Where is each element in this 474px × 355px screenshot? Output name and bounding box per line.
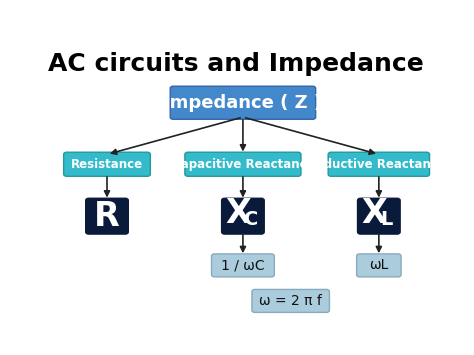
FancyBboxPatch shape — [222, 198, 264, 234]
Text: Resistance: Resistance — [71, 158, 143, 171]
FancyBboxPatch shape — [356, 254, 401, 277]
FancyBboxPatch shape — [64, 152, 150, 176]
FancyBboxPatch shape — [357, 198, 400, 234]
Text: X: X — [361, 197, 387, 230]
Text: R: R — [94, 200, 120, 233]
FancyBboxPatch shape — [211, 254, 274, 277]
Text: Impedance ( Z ): Impedance ( Z ) — [164, 94, 322, 112]
Text: Capacitive Reactance: Capacitive Reactance — [172, 158, 314, 171]
FancyBboxPatch shape — [252, 289, 329, 312]
Text: 1 / ωC: 1 / ωC — [221, 258, 265, 272]
FancyBboxPatch shape — [328, 152, 429, 176]
Text: Inductive Reactance: Inductive Reactance — [311, 158, 447, 171]
FancyBboxPatch shape — [185, 152, 301, 176]
FancyBboxPatch shape — [86, 198, 128, 234]
Text: C: C — [244, 210, 258, 229]
Text: AC circuits and Impedance: AC circuits and Impedance — [48, 52, 423, 76]
FancyBboxPatch shape — [170, 86, 316, 119]
Text: L: L — [381, 210, 393, 229]
Text: ω = 2 π f: ω = 2 π f — [259, 294, 322, 308]
Text: ωL: ωL — [369, 258, 389, 272]
Text: X: X — [225, 197, 251, 230]
